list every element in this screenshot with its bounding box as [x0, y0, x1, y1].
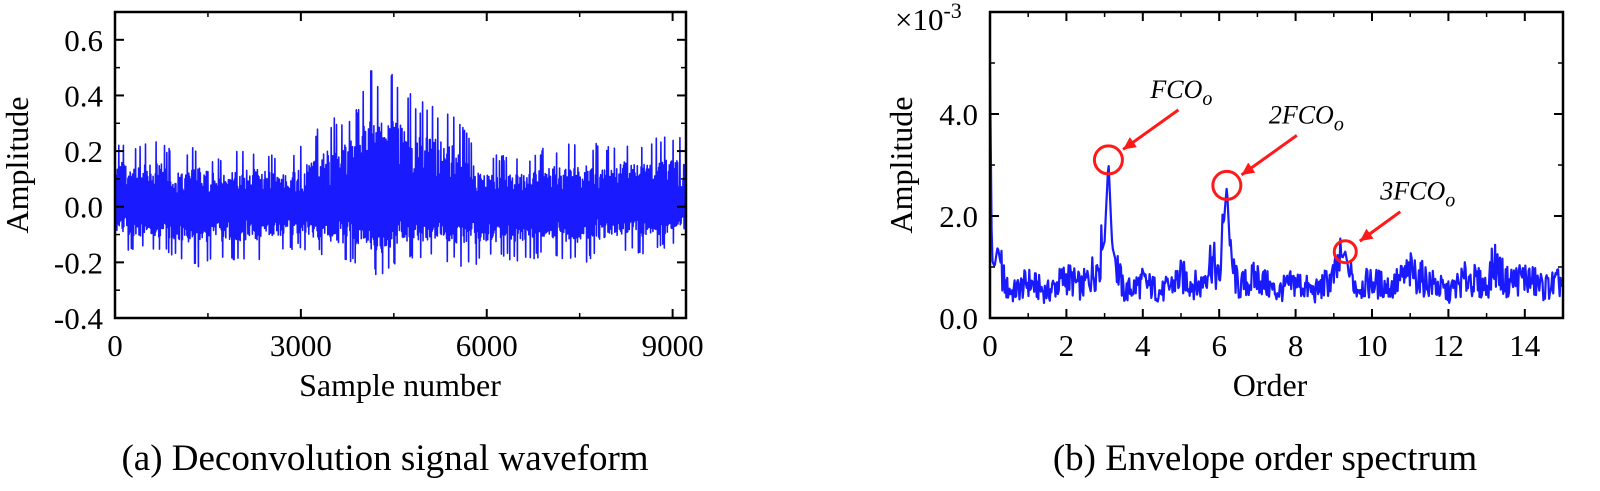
annotation-label-main: 2FCO — [1269, 100, 1334, 129]
y-tick-label: 2.0 — [939, 199, 978, 234]
y-scale-exponent: -3 — [943, 0, 961, 23]
annotation-label-main: FCO — [1149, 75, 1202, 104]
y-tick-label: 0.2 — [64, 134, 103, 169]
annotation-arrowhead-2 — [1241, 162, 1256, 175]
x-tick-label: 0 — [107, 328, 123, 363]
annotation-label-3: 3FCOo — [1379, 177, 1455, 212]
annotation-label-subscript: o — [1334, 113, 1344, 135]
annotation-circle-2 — [1211, 169, 1243, 201]
series-line-spectrum — [988, 68, 1565, 304]
annotation-label-subscript: o — [1202, 88, 1212, 110]
y-tick-label: -0.2 — [54, 245, 103, 280]
x-tick-label: 8 — [1288, 328, 1304, 363]
y-tick-label: 0.0 — [64, 190, 103, 225]
annotation-circle-3 — [1332, 239, 1358, 265]
y-scale-base: ×10 — [895, 2, 943, 37]
x-tick-label: 6000 — [456, 328, 518, 363]
series-line-waveform — [114, 70, 687, 276]
annotation-arrowhead-3 — [1359, 228, 1374, 242]
x-tick-label: 0 — [982, 328, 998, 363]
y-axis-label: Amplitude — [883, 97, 919, 234]
x-axis-label: Order — [1233, 367, 1308, 403]
annotation-label-main: 3FCO — [1379, 177, 1445, 206]
panel-a-chart: 0 3000 6000 9000 -0.4 -0.2 0.0 0.2 0.4 0.6 Sample … — [0, 10, 704, 479]
x-axis-label: Sample number — [299, 367, 501, 403]
panel-caption: (a) Deconvolution signal waveform — [121, 438, 648, 479]
annotation-label-subscript: o — [1445, 190, 1455, 212]
y-axis-label: Amplitude — [0, 97, 35, 234]
x-tick-label: 9000 — [642, 328, 704, 363]
panel-caption: (b) Envelope order spectrum — [1053, 438, 1478, 479]
x-tick-label: 14 — [1509, 328, 1541, 363]
y-tick-label: 4.0 — [939, 97, 978, 132]
annotation-label-2: 2FCOo — [1269, 100, 1344, 135]
y-scale-multiplier: ×10-3 — [895, 0, 962, 37]
annotation-label-1: FCOo — [1149, 75, 1212, 110]
x-tick-label: 12 — [1433, 328, 1464, 363]
y-tick-label: 0.0 — [939, 301, 978, 336]
x-tick-label: 2 — [1059, 328, 1075, 363]
x-tick-label: 3000 — [270, 328, 332, 363]
annotation-arrowhead-1 — [1123, 137, 1137, 150]
y-tick-label: 0.6 — [64, 23, 103, 58]
y-tick-label: 0.4 — [64, 78, 103, 113]
x-tick-label: 10 — [1357, 328, 1388, 363]
y-tick-label: -0.4 — [54, 301, 104, 336]
x-tick-label: 4 — [1135, 328, 1151, 363]
annotation-circle-1 — [1092, 144, 1124, 176]
axes-frame — [113, 10, 688, 320]
x-tick-label: 6 — [1211, 328, 1227, 363]
